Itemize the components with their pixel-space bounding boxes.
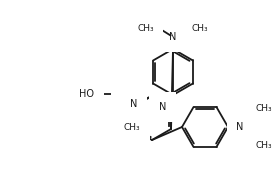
Text: N: N	[169, 32, 177, 42]
Text: N═N: N═N	[120, 121, 140, 131]
Text: CH₃: CH₃	[124, 123, 140, 132]
Text: N: N	[236, 122, 244, 132]
Text: CH₃: CH₃	[138, 24, 154, 33]
Text: N: N	[159, 102, 166, 112]
Text: CH₃: CH₃	[256, 104, 273, 113]
Text: CH₃: CH₃	[192, 24, 209, 33]
Text: CH₃: CH₃	[256, 141, 273, 150]
Text: HO: HO	[79, 89, 94, 99]
Text: N: N	[120, 102, 128, 112]
Text: N: N	[130, 99, 138, 109]
